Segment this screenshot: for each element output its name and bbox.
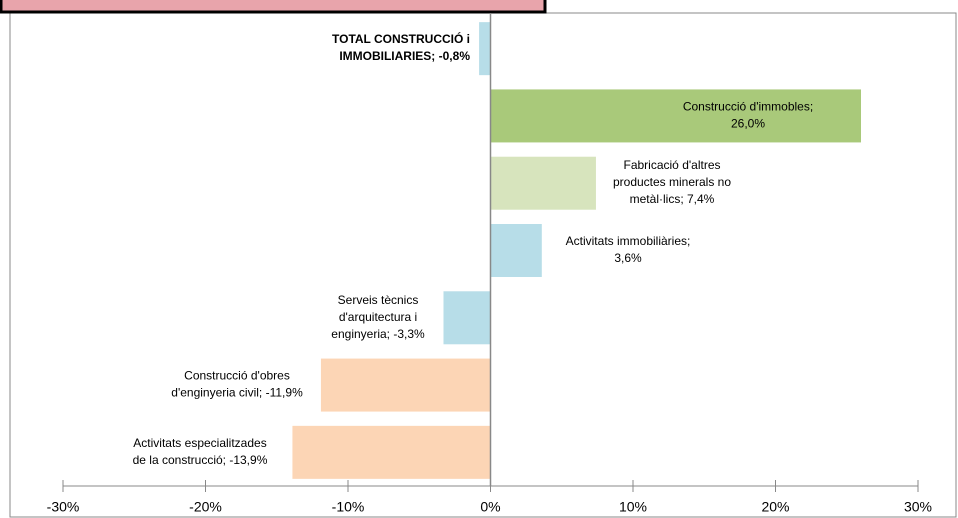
data-label-line: 26,0% [731,117,765,131]
data-label: TOTAL CONSTRUCCIÓ i IMMOBILIARIES; -0,8% [332,31,470,63]
data-label-line: de la construcció; -13,9% [133,453,268,467]
data-label-line: IMMOBILIARIES; -0,8% [339,49,470,63]
data-label: Construcció d'obres d'enginyeria civil; -… [171,369,303,400]
data-label-line: Fabricació d'altres [624,158,721,172]
bar [490,224,542,277]
bar [479,22,491,76]
x-tick-label: 20% [761,499,789,515]
bar [490,89,861,143]
x-tick-label: 0% [480,499,500,515]
data-label-line: 3,6% [614,251,642,265]
data-label: Activitats immobiliàries; 3,6% [566,234,691,265]
data-label-line: d'arquitectura i [339,310,417,324]
data-label-line: Activitats especialitzades [133,436,266,450]
data-label: Serveis tècnics d'arquitectura i enginyeri… [331,293,425,341]
data-label-line: Construcció d'obres [184,369,290,383]
data-label-line: Serveis tècnics [338,293,419,307]
data-label-line: enginyeria; -3,3% [331,327,425,341]
x-tick-label: -10% [332,499,365,515]
data-label-line: d'enginyeria civil; -11,9% [171,386,303,400]
data-label: Activitats especialitzades de la construc… [133,436,268,467]
x-tick-label: 30% [904,499,932,515]
data-label-line: productes minerals no [613,175,731,189]
bar [443,291,491,345]
bar [490,156,596,210]
data-label-line: Activitats immobiliàries; [566,234,691,248]
header-box [0,0,547,14]
data-label-line: TOTAL CONSTRUCCIÓ i [332,31,470,46]
x-tick-label: 10% [619,499,647,515]
data-label: Fabricació d'altres productes minerals no… [613,158,731,206]
data-label-line: Construcció d'immobles; [683,100,813,114]
bar [292,425,491,479]
bar [320,358,491,412]
data-label-line: metàl·lics; 7,4% [630,192,715,206]
x-tick-label: -20% [189,499,222,515]
data-label: Construcció d'immobles; 26,0% [683,100,813,131]
x-tick-label: -30% [47,499,80,515]
